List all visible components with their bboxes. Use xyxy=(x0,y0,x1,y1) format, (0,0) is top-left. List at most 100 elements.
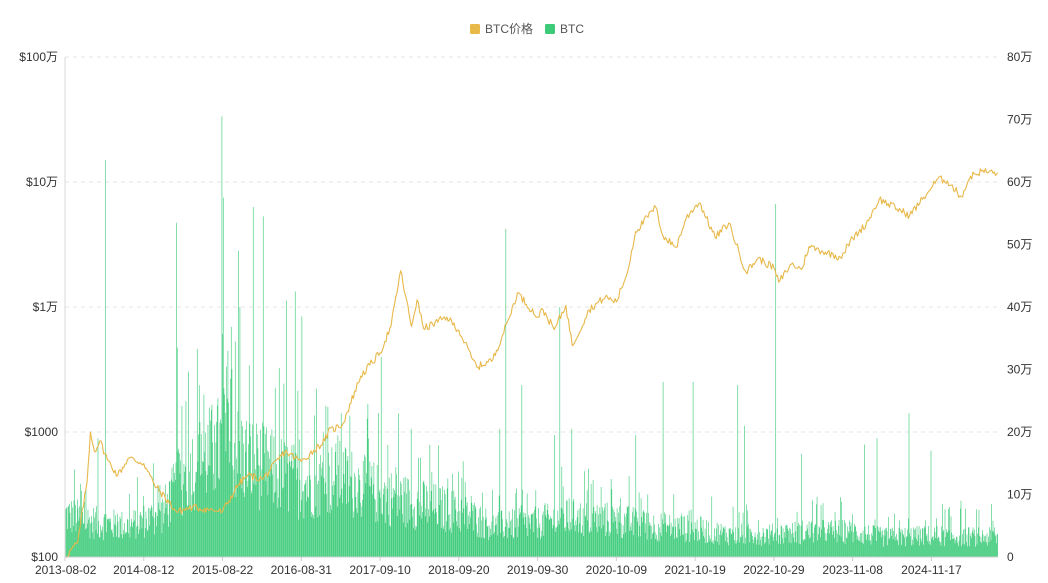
volume-bar xyxy=(381,513,383,557)
volume-bar xyxy=(245,451,247,557)
volume-bar xyxy=(486,526,488,557)
volume-bar xyxy=(348,502,349,557)
volume-bar xyxy=(226,398,228,557)
grid-layer xyxy=(65,56,998,433)
volume-bar xyxy=(265,481,267,557)
volume-bar xyxy=(905,546,906,557)
volume-bar xyxy=(275,491,277,557)
volume-bar xyxy=(516,537,518,557)
volume-bar xyxy=(636,517,638,557)
volume-bar xyxy=(669,514,671,557)
volume-bar xyxy=(807,528,809,557)
volume-bar xyxy=(903,535,904,557)
volume-bar xyxy=(236,458,237,557)
volume-bar xyxy=(400,481,401,557)
volume-bar xyxy=(312,513,313,557)
x-axis-tick-label: 2017-09-10 xyxy=(349,563,411,577)
volume-bar xyxy=(826,533,828,557)
volume-bar xyxy=(398,496,400,557)
volume-bar xyxy=(738,528,739,557)
volume-bar xyxy=(742,535,743,557)
volume-bar xyxy=(354,472,355,557)
volume-bar xyxy=(182,515,183,557)
legend-item[interactable]: BTC xyxy=(545,22,584,36)
volume-bar xyxy=(320,455,321,557)
volume-bar xyxy=(496,515,498,557)
volume-bar xyxy=(528,515,529,557)
volume-bar xyxy=(516,488,517,557)
volume-bar xyxy=(544,505,545,557)
volume-bar xyxy=(615,516,617,557)
legend[interactable]: BTC价格 BTC xyxy=(470,21,584,36)
volume-bar xyxy=(558,524,560,557)
volume-bar xyxy=(254,454,255,557)
volume-bar xyxy=(340,413,342,557)
volume-bar xyxy=(585,516,587,557)
volume-bar xyxy=(518,508,520,557)
volume-bar xyxy=(266,427,267,557)
volume-bar xyxy=(440,488,441,557)
volume-bar xyxy=(895,536,896,557)
volume-bar xyxy=(228,462,230,557)
volume-bar xyxy=(151,507,153,557)
volume-bar xyxy=(280,439,282,557)
volume-bar xyxy=(670,536,671,557)
volume-bar xyxy=(861,533,863,557)
volume-bar xyxy=(319,515,321,557)
volume-bar xyxy=(727,542,729,557)
volume-bar xyxy=(79,517,81,557)
volume-bar xyxy=(396,474,397,557)
volume-bar xyxy=(662,382,664,557)
volume-bar xyxy=(714,536,716,557)
volume-bar xyxy=(185,401,187,557)
right-axis-tick-label: 0 xyxy=(1007,550,1014,564)
volume-bar xyxy=(853,532,855,557)
volume-bar xyxy=(650,524,651,557)
volume-bar xyxy=(587,520,589,557)
volume-bar xyxy=(154,511,156,557)
volume-bar xyxy=(679,529,681,557)
volume-bar xyxy=(790,529,791,557)
volume-bar xyxy=(546,509,548,557)
volume-bar xyxy=(893,531,894,557)
axes-layer: $100 $1000 $1万 $10万 $100万 0 10万 20万 30万 40万 50万 60万… xyxy=(19,50,1032,577)
left-axis-tick-label: $1万 xyxy=(33,300,58,314)
volume-bar xyxy=(126,518,128,557)
volume-bar xyxy=(438,505,440,557)
volume-bar xyxy=(969,546,970,557)
volume-bar xyxy=(960,500,962,557)
volume-bar xyxy=(206,492,207,557)
legend-item[interactable]: BTC价格 xyxy=(470,21,533,36)
right-axis-tick-label: 30万 xyxy=(1007,363,1032,377)
volume-bar xyxy=(260,429,261,557)
volume-bar xyxy=(263,426,265,557)
volume-bar xyxy=(110,530,112,557)
volume-bar xyxy=(160,511,161,557)
volume-bar xyxy=(860,533,861,557)
volume-bar xyxy=(152,515,153,557)
volume-bar xyxy=(483,537,485,557)
volume-bar xyxy=(155,512,157,557)
volume-bar xyxy=(244,429,246,557)
volume-bar xyxy=(660,532,661,557)
volume-bar xyxy=(494,525,496,557)
volume-bar xyxy=(324,494,325,557)
volume-bar xyxy=(422,512,423,557)
volume-bar xyxy=(836,542,838,557)
volume-bar xyxy=(156,516,158,557)
volume-bar xyxy=(878,530,879,557)
volume-bar xyxy=(293,444,295,557)
volume-bar xyxy=(994,527,995,557)
volume-bar xyxy=(634,508,636,557)
volume-bar xyxy=(505,228,507,558)
volume-bar xyxy=(819,527,821,557)
volume-bar xyxy=(691,522,693,557)
volume-bar xyxy=(616,508,618,557)
volume-bar xyxy=(382,514,383,557)
volume-bar xyxy=(775,203,777,558)
volume-bar xyxy=(215,442,217,557)
volume-bar xyxy=(534,509,535,557)
volume-bar xyxy=(582,525,583,557)
volume-bar xyxy=(222,197,224,558)
volume-bar xyxy=(729,528,731,557)
